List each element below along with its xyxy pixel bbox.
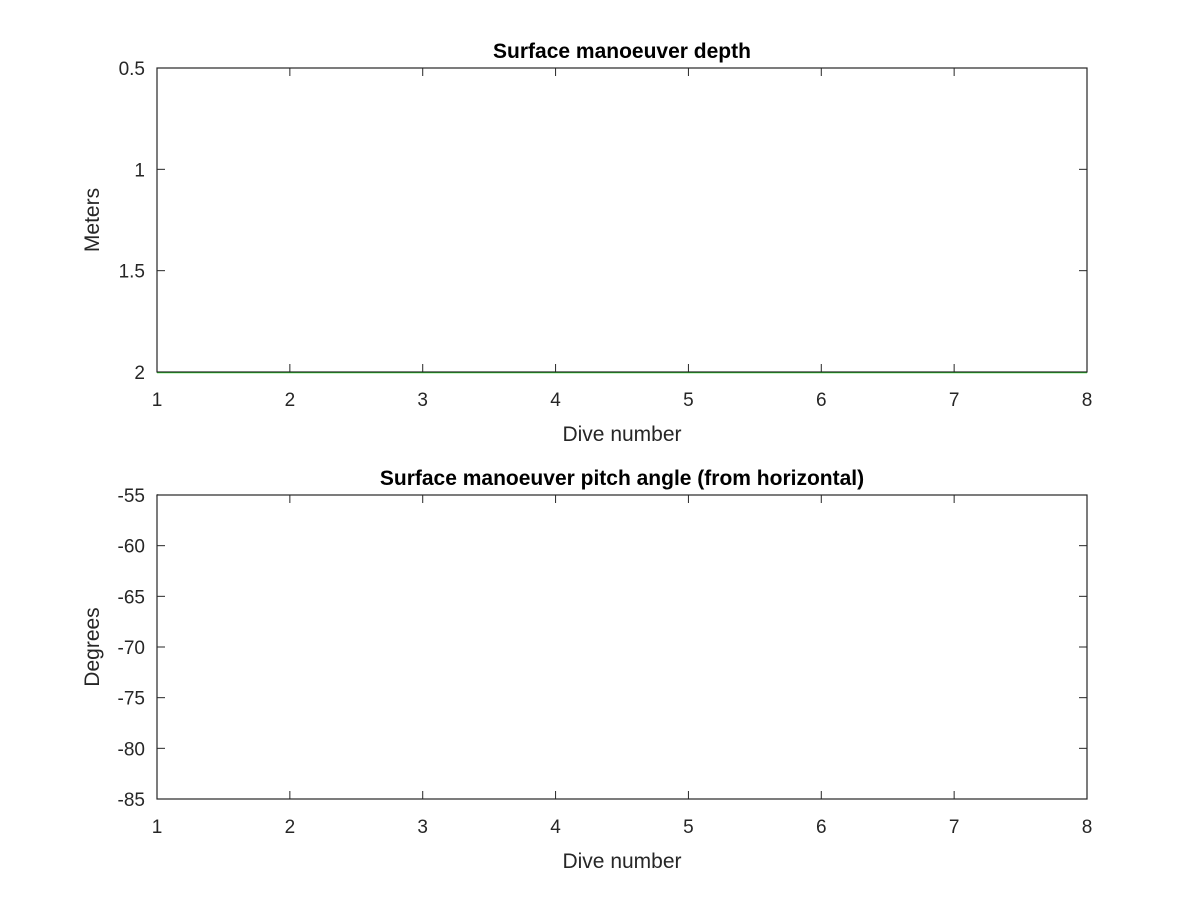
x-tick-label: 5 [683,390,694,411]
x-tick-label: 4 [550,817,561,838]
y-tick-label: 2 [134,363,145,384]
y-axis-label: Meters [81,188,104,252]
x-tick-label: 3 [417,817,428,838]
x-tick-label: 6 [816,817,827,838]
x-tick-label: 4 [550,390,561,411]
y-tick-label: 0.5 [119,59,145,80]
y-tick-label: -80 [118,739,145,760]
x-tick-label: 1 [152,817,163,838]
chart-title: Surface manoeuver depth [493,40,751,63]
x-tick-label: 7 [949,817,960,838]
y-tick-label: -55 [118,486,145,507]
y-axis-label: Degrees [81,607,104,686]
y-tick-label: 1.5 [119,262,145,283]
y-tick-label: 1 [134,160,145,181]
x-tick-label: 5 [683,817,694,838]
x-tick-label: 7 [949,390,960,411]
pitch-angle-subplot: 1 2 3 4 5 6 7 8 -55 -60 -65 -70 -75 -80 -85 Surface man… [81,467,1092,873]
y-tick-label: -65 [118,587,145,608]
axes-frame [156,67,1088,373]
x-tick-label: 1 [152,390,163,411]
y-tick-label: -75 [118,689,145,710]
y-tick-label: -70 [118,638,145,659]
axes-frame [156,494,1088,800]
x-axis-label: Dive number [562,850,681,873]
x-tick-label: 2 [285,390,296,411]
x-axis-label: Dive number [562,423,681,446]
x-tick-label: 8 [1082,817,1093,838]
x-tick-label: 8 [1082,390,1093,411]
x-tick-label: 3 [417,390,428,411]
y-tick-label: -85 [118,790,145,811]
x-tick-label: 2 [285,817,296,838]
x-tick-label: 6 [816,390,827,411]
chart-title: Surface manoeuver pitch angle (from hori… [380,467,864,490]
y-tick-label: -60 [118,537,145,558]
